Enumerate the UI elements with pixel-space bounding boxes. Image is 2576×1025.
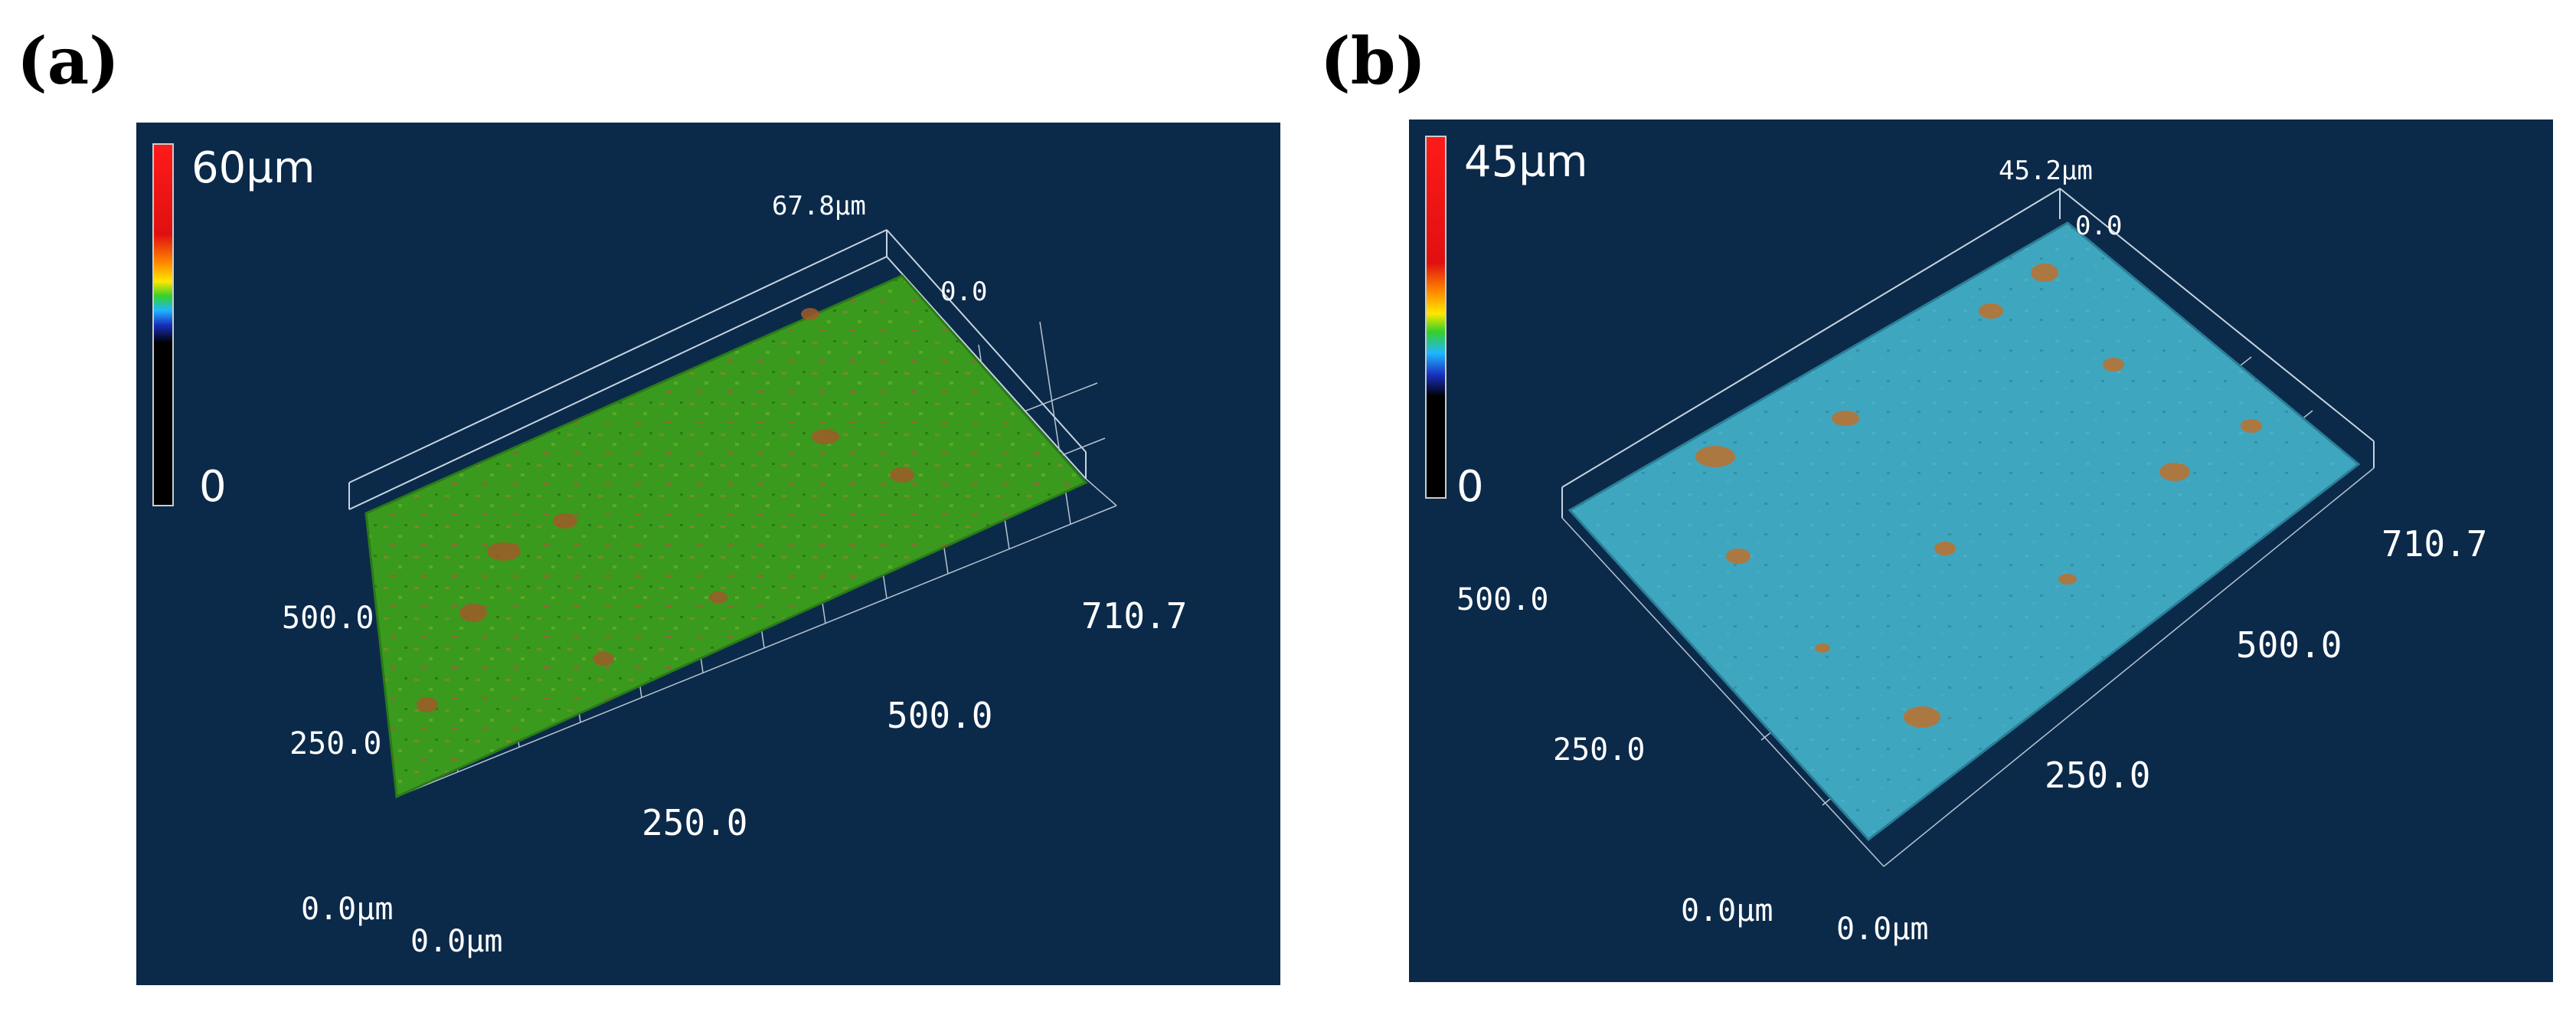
surface-peaks — [417, 308, 914, 712]
colorbar-min-label: 0 — [1456, 462, 1484, 512]
y-mid-label: 500.0 — [282, 601, 374, 636]
origin-x-label: 0.0µm — [1836, 912, 1928, 947]
origin-y-label: 0.0µm — [1681, 893, 1773, 928]
panel-a-plot: 60µm 0 — [136, 123, 1280, 985]
panel-a-surface-plot: 60µm 0 — [152, 143, 1187, 959]
y-low-label: 250.0 — [1553, 732, 1645, 768]
colorbar-min-label: 0 — [199, 462, 227, 512]
origin-x-label: 0.0µm — [410, 924, 502, 959]
colorbar-max-label: 45µm — [1464, 137, 1587, 187]
origin-y-label: 0.0µm — [301, 892, 393, 927]
x-end-label: 710.7 — [2381, 523, 2487, 565]
x-mid-label: 500.0 — [887, 695, 992, 736]
x-low-label: 250.0 — [642, 802, 747, 843]
colorbar-max-label: 60µm — [191, 143, 315, 193]
panel-b-plot: 45µm 0 — [1409, 120, 2553, 982]
colorbar — [1425, 136, 1447, 499]
colorbar — [152, 143, 174, 506]
z-min-label: 0.0 — [2075, 211, 2122, 241]
y-mid-label: 500.0 — [1456, 582, 1548, 617]
panel-b-label: (b) — [1320, 23, 1427, 99]
x-mid-label: 500.0 — [2236, 624, 2342, 666]
surface — [364, 274, 1088, 799]
bounding-box — [348, 229, 1087, 510]
surface-peaks — [1695, 264, 2262, 728]
x-end-label: 710.7 — [1081, 595, 1187, 637]
panel-b-surface-plot: 45µm 0 — [1425, 136, 2487, 947]
bounding-box — [1561, 188, 2375, 518]
z-max-label: 45.2µm — [1999, 156, 2093, 186]
z-max-label: 67.8µm — [772, 191, 866, 221]
z-min-label: 0.0 — [940, 277, 987, 307]
panel-a-label: (a) — [17, 23, 119, 99]
x-low-label: 250.0 — [2045, 755, 2150, 796]
y-low-label: 250.0 — [289, 726, 381, 761]
surface — [1568, 221, 2361, 842]
